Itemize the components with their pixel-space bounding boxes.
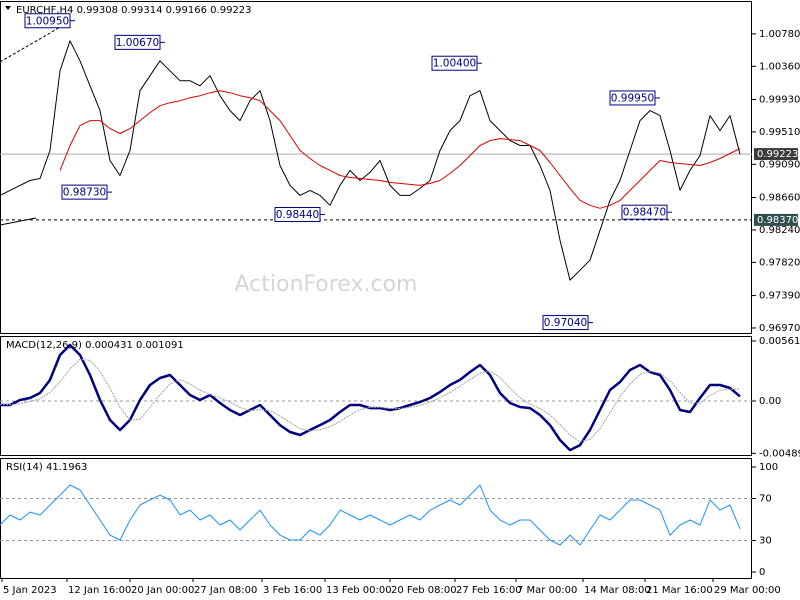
y-tick-label: 0.98660 <box>759 193 800 204</box>
trend-line <box>0 217 37 226</box>
x-tick-label: 12 Jan 16:00 <box>68 585 131 596</box>
series-line <box>0 358 741 443</box>
x-tick-label: 20 Feb 08:00 <box>391 585 457 596</box>
y-tick-label: 70 <box>759 494 772 505</box>
trend-line <box>0 25 63 63</box>
y-tick-label: 0.97820 <box>759 257 800 268</box>
x-tick-label: 21 Mar 16:00 <box>646 585 713 596</box>
x-tick-label: 7 Mar 00:00 <box>517 585 577 596</box>
annotation-label: 0.98470 <box>623 207 666 219</box>
y-tick-label: 1.00780 <box>759 29 800 40</box>
y-tick-label: 0.99510 <box>759 127 800 138</box>
y-tick-label: 0.97390 <box>759 291 800 302</box>
y-tick-label: 0.96970 <box>759 323 800 334</box>
level-label-box <box>754 213 798 226</box>
x-tick-label: 27 Jan 08:00 <box>194 585 257 596</box>
annotation-label: 1.00670 <box>116 37 159 49</box>
x-tick-label: 13 Feb 00:00 <box>326 585 392 596</box>
level-label: 0.99223 <box>757 149 798 160</box>
x-tick-label: 14 Mar 08:00 <box>584 585 651 596</box>
y-tick-label: 0.005615 <box>759 336 800 347</box>
panel-frame <box>0 336 752 456</box>
level-label-box <box>754 148 798 161</box>
watermark: ActionForex.com <box>235 272 418 297</box>
x-tick-label: 29 Mar 00:00 <box>714 585 781 596</box>
x-tick-label: 5 Jan 2023 <box>3 585 57 596</box>
y-tick-label: 100 <box>759 462 778 473</box>
annotation-label: 0.97040 <box>544 317 587 329</box>
y-tick-label: 1.00360 <box>759 61 800 72</box>
panel-title: MACD(12,26,9) 0.000431 0.001091 <box>6 340 184 351</box>
title-arrow <box>5 6 11 10</box>
annotation-label: 0.98730 <box>63 187 106 199</box>
panel-frame <box>0 1 752 334</box>
series-line <box>0 343 741 452</box>
x-tick-label: 3 Feb 16:00 <box>263 585 322 596</box>
panel-title: EURCHF,H4 0.99308 0.99314 0.99166 0.9922… <box>16 5 252 16</box>
y-tick-label: 0.99090 <box>759 159 800 170</box>
annotation-label: 0.99950 <box>611 92 654 104</box>
y-tick-label: 0.00 <box>759 396 781 407</box>
level-label: 0.98370 <box>757 215 798 226</box>
y-tick-label: 0.98240 <box>759 225 800 236</box>
y-tick-label: -0.004892 <box>759 448 800 459</box>
panel-frame <box>0 458 752 579</box>
annotation-label: 1.00400 <box>433 58 476 70</box>
annotation-label: 1.00950 <box>26 15 69 27</box>
x-tick-label: 27 Feb 16:00 <box>456 585 522 596</box>
series-line <box>59 90 741 209</box>
x-tick-label: 20 Jan 00:00 <box>131 585 194 596</box>
series-line <box>0 40 741 281</box>
y-tick-label: 0.99930 <box>759 94 800 105</box>
annotation-label: 0.98440 <box>276 209 319 221</box>
y-tick-label: 0 <box>759 567 765 578</box>
series-line <box>0 484 741 546</box>
y-tick-label: 30 <box>759 536 772 547</box>
panel-title: RSI(14) 41.1963 <box>6 462 87 473</box>
